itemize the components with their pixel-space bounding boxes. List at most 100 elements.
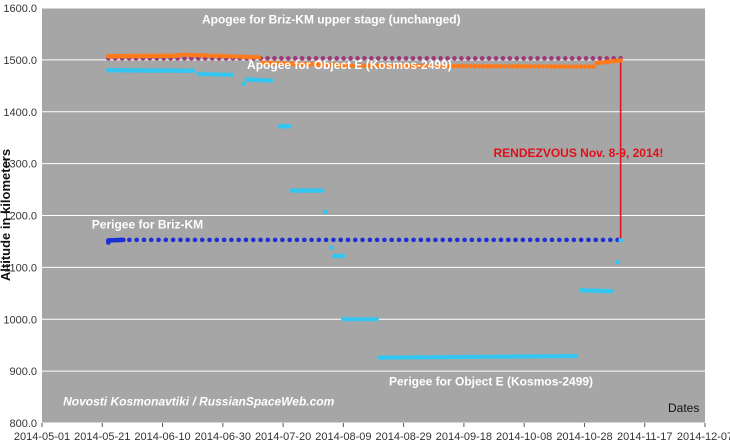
- data-point: [400, 355, 406, 360]
- data-point: [148, 237, 154, 243]
- data-point: [338, 237, 344, 243]
- data-point: [456, 354, 462, 360]
- data-point: [493, 56, 499, 61]
- data-point: [591, 64, 596, 69]
- data-point: [561, 64, 567, 69]
- data-point: [352, 316, 357, 322]
- data-point: [597, 56, 603, 61]
- data-point: [421, 63, 427, 69]
- data-point: [468, 63, 473, 69]
- data-point: [556, 353, 562, 359]
- data-point: [323, 237, 329, 243]
- data-point: [222, 72, 227, 77]
- data-point: [521, 56, 526, 61]
- data-point: [531, 64, 537, 69]
- x-tick-label: 2014-08-09: [315, 431, 371, 443]
- data-point: [355, 56, 360, 61]
- data-point: [396, 56, 402, 61]
- data-point: [391, 63, 397, 69]
- data-point: [472, 63, 478, 69]
- data-point: [562, 56, 568, 61]
- data-point: [163, 237, 169, 243]
- data-point: [443, 354, 449, 360]
- data-point: [528, 56, 533, 61]
- data-point: [389, 56, 395, 61]
- data-point: [464, 63, 469, 69]
- data-point: [221, 237, 227, 243]
- data-point: [230, 54, 236, 59]
- data-point: [516, 354, 522, 359]
- data-point: [182, 56, 187, 61]
- data-point: [544, 64, 550, 69]
- data-point: [433, 237, 438, 243]
- data-point: [258, 237, 263, 243]
- data-point: [374, 237, 380, 243]
- data-point: [359, 316, 365, 322]
- data-point: [510, 354, 515, 359]
- data-point: [413, 355, 419, 360]
- data-point: [382, 237, 387, 243]
- data-point: [362, 56, 367, 61]
- data-point: [345, 237, 351, 243]
- data-point: [320, 56, 326, 61]
- data-point: [500, 56, 506, 61]
- data-point: [348, 56, 353, 61]
- data-point: [196, 71, 202, 77]
- data-point: [438, 63, 444, 69]
- data-point: [389, 237, 395, 243]
- data-point: [600, 237, 606, 243]
- data-point: [542, 56, 547, 61]
- data-point: [500, 354, 505, 359]
- data-point: [403, 355, 409, 360]
- data-point: [563, 353, 568, 359]
- data-point: [225, 72, 231, 78]
- data-point: [344, 316, 350, 322]
- data-point: [408, 63, 414, 69]
- data-point: [410, 355, 416, 360]
- data-point: [490, 354, 495, 360]
- annotation-label: Perigee for Briz-KM: [92, 217, 203, 231]
- data-point: [256, 54, 262, 60]
- data-point: [486, 56, 492, 61]
- data-point: [553, 353, 558, 359]
- data-point: [418, 237, 424, 243]
- data-point: [272, 237, 278, 243]
- data-point: [403, 56, 409, 61]
- data-point: [593, 237, 599, 243]
- data-point: [292, 56, 298, 61]
- series-0: [106, 56, 623, 61]
- data-point: [374, 316, 379, 322]
- data-point: [463, 354, 469, 360]
- data-point: [506, 354, 512, 359]
- data-point: [243, 237, 249, 243]
- data-point: [433, 354, 439, 360]
- series-layer: [106, 52, 623, 360]
- data-point: [454, 237, 460, 243]
- data-point: [287, 237, 293, 243]
- y-tick-label: 1500.0: [3, 55, 37, 67]
- data-point: [438, 56, 443, 61]
- data-point: [382, 56, 388, 61]
- data-point: [472, 56, 478, 61]
- data-point: [322, 209, 328, 215]
- annotation-label: Apogee for Briz-KM upper stage (unchange…: [202, 13, 461, 27]
- data-point: [540, 64, 545, 69]
- data-point: [576, 56, 582, 61]
- data-point: [473, 354, 479, 360]
- data-point: [539, 354, 545, 359]
- data-point: [396, 237, 402, 243]
- data-point: [383, 355, 389, 360]
- data-point: [484, 237, 489, 243]
- data-point: [204, 53, 210, 58]
- data-point: [425, 63, 431, 69]
- data-point: [578, 64, 584, 69]
- data-point: [566, 353, 572, 359]
- y-tick-label: 1200.0: [3, 211, 37, 223]
- data-point: [578, 237, 584, 243]
- data-point: [349, 63, 355, 68]
- data-point: [403, 237, 409, 243]
- data-point: [397, 355, 402, 360]
- data-point: [514, 64, 520, 69]
- data-point: [460, 354, 465, 360]
